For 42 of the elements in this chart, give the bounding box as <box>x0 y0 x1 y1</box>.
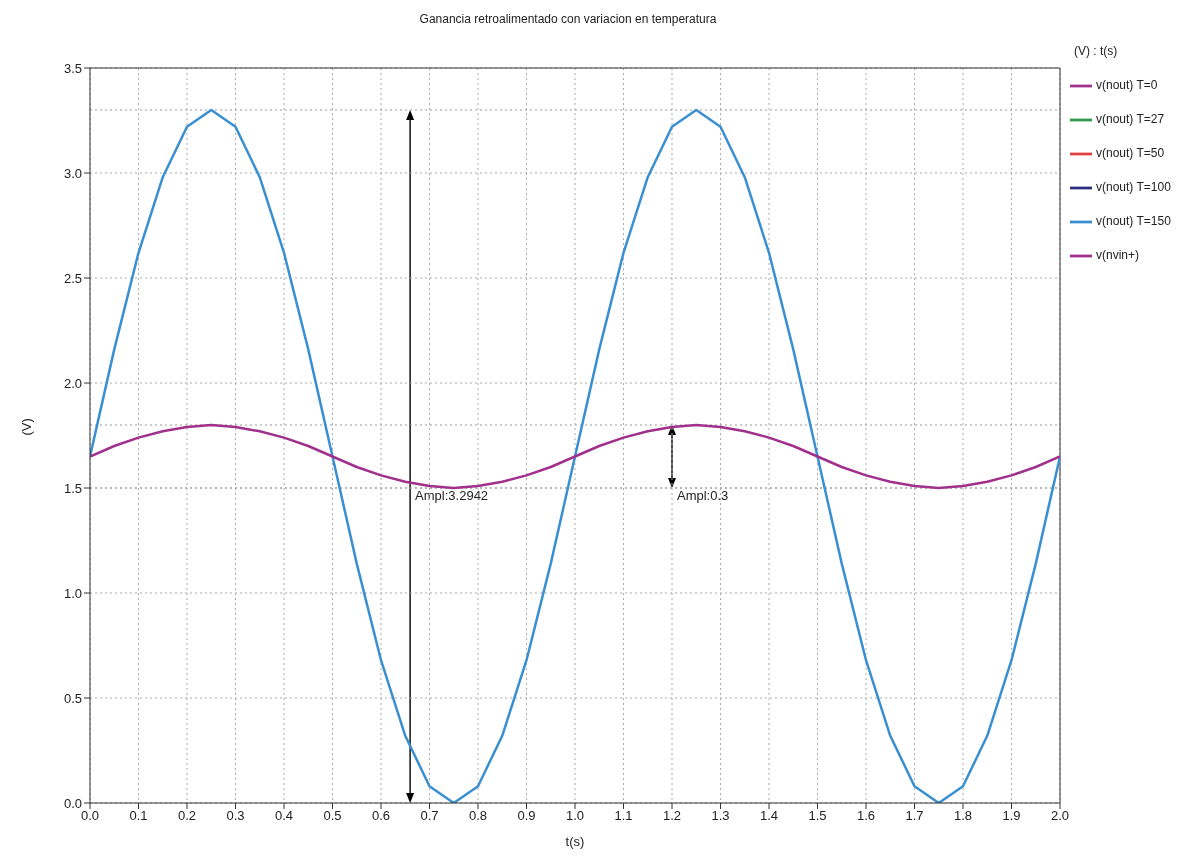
legend-label: v(nvin+) <box>1096 248 1140 262</box>
x-tick-label: 1.6 <box>856 808 876 824</box>
x-axis-title: t(s) <box>565 834 585 849</box>
y-tick-label: 1.0 <box>63 585 82 601</box>
y-tick-label: 3.5 <box>63 60 82 76</box>
x-tick-label: 0.9 <box>517 808 536 824</box>
x-tick-label: 1.8 <box>953 808 973 824</box>
legend-label: v(nout) T=100 <box>1096 180 1171 194</box>
x-tick-label: 1.2 <box>662 808 682 824</box>
x-tick-label: 0.1 <box>129 808 148 824</box>
x-tick-label: 0.6 <box>371 808 391 824</box>
chart-title: Ganancia retroalimentado con variacion en temperatura <box>418 12 718 26</box>
legend-label: v(nout) T=150 <box>1096 214 1171 228</box>
x-tick-label: 0.0 <box>80 808 100 824</box>
y-axis-title: (V) <box>18 418 34 436</box>
x-tick-label: 0.4 <box>274 808 294 824</box>
x-tick-label: 1.9 <box>1002 808 1021 824</box>
y-tick-label: 2.5 <box>63 270 82 286</box>
x-tick-label: 1.7 <box>905 808 924 824</box>
x-tick-label: 1.4 <box>759 808 779 824</box>
legend-label: v(nout) T=27 <box>1096 112 1165 126</box>
y-tick-label: 2.0 <box>63 375 82 391</box>
y-tick-label: 0.5 <box>63 690 82 706</box>
annotation: Ampl:3.2942 <box>415 488 489 503</box>
line-series <box>90 423 1060 490</box>
x-tick-label: 1.5 <box>808 808 827 824</box>
y-tick-label: 1.5 <box>63 480 82 496</box>
x-tick-label: 2.0 <box>1050 808 1070 824</box>
x-tick-label: 0.7 <box>420 808 439 824</box>
legend-label: v(nout) T=0 <box>1096 78 1158 92</box>
x-tick-label: 1.0 <box>565 808 585 824</box>
y-tick-label: 3.0 <box>63 165 82 181</box>
x-tick-label: 1.1 <box>614 808 633 824</box>
legend-label: v(nout) T=50 <box>1096 146 1165 160</box>
x-tick-label: 1.3 <box>711 808 730 824</box>
x-tick-label: 0.5 <box>323 808 342 824</box>
legend-title: (V) : t(s) <box>1074 44 1118 58</box>
x-tick-label: 0.8 <box>468 808 488 824</box>
annotation: Ampl:0.3 <box>677 488 729 503</box>
x-tick-label: 0.3 <box>226 808 245 824</box>
x-tick-label: 0.2 <box>177 808 197 824</box>
y-tick-label: 0.0 <box>63 795 82 811</box>
